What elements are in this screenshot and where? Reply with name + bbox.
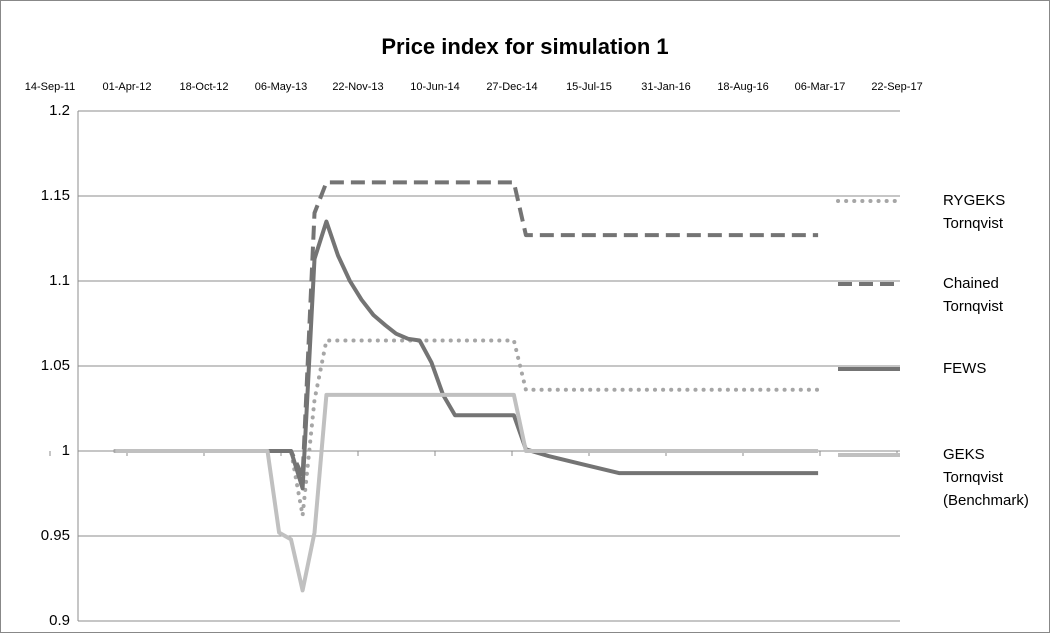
y-tick-label: 0.95 [41, 527, 70, 544]
x-tick-label: 31-Jan-16 [641, 81, 691, 93]
x-tick-label: 22-Nov-13 [332, 81, 383, 93]
x-tick-label: 18-Oct-12 [180, 81, 229, 93]
x-tick-label: 01-Apr-12 [103, 81, 152, 93]
y-tick-label: 1 [62, 442, 70, 459]
x-tick-label: 06-May-13 [255, 81, 308, 93]
chart-title: Price index for simulation 1 [381, 34, 668, 59]
y-tick-label: 1.2 [49, 102, 70, 119]
x-tick-label: 10-Jun-14 [410, 81, 460, 93]
legend-label: FEWS [943, 360, 987, 377]
y-tick-label: 0.9 [49, 612, 70, 629]
legend-label: GEKS Tornqvist (Benchmark) [943, 446, 1029, 509]
y-tick-label: 1.15 [41, 187, 70, 204]
x-tick-label: 27-Dec-14 [486, 81, 537, 93]
x-tick-label: 15-Jul-15 [566, 81, 612, 93]
x-tick-label: 18-Aug-16 [717, 81, 768, 93]
y-tick-label: 1.1 [49, 272, 70, 289]
x-tick-label: 06-Mar-17 [795, 81, 846, 93]
series-line [115, 180, 819, 479]
y-tick-label: 1.05 [41, 357, 70, 374]
legend-label: RYGEKS Tornqvist [943, 192, 1006, 232]
x-tick-label: 14-Sep-11 [25, 81, 76, 93]
x-tick-label: 22-Sep-17 [871, 81, 922, 93]
series-line [115, 392, 819, 593]
legend-label: Chained Tornqvist [943, 275, 1004, 315]
